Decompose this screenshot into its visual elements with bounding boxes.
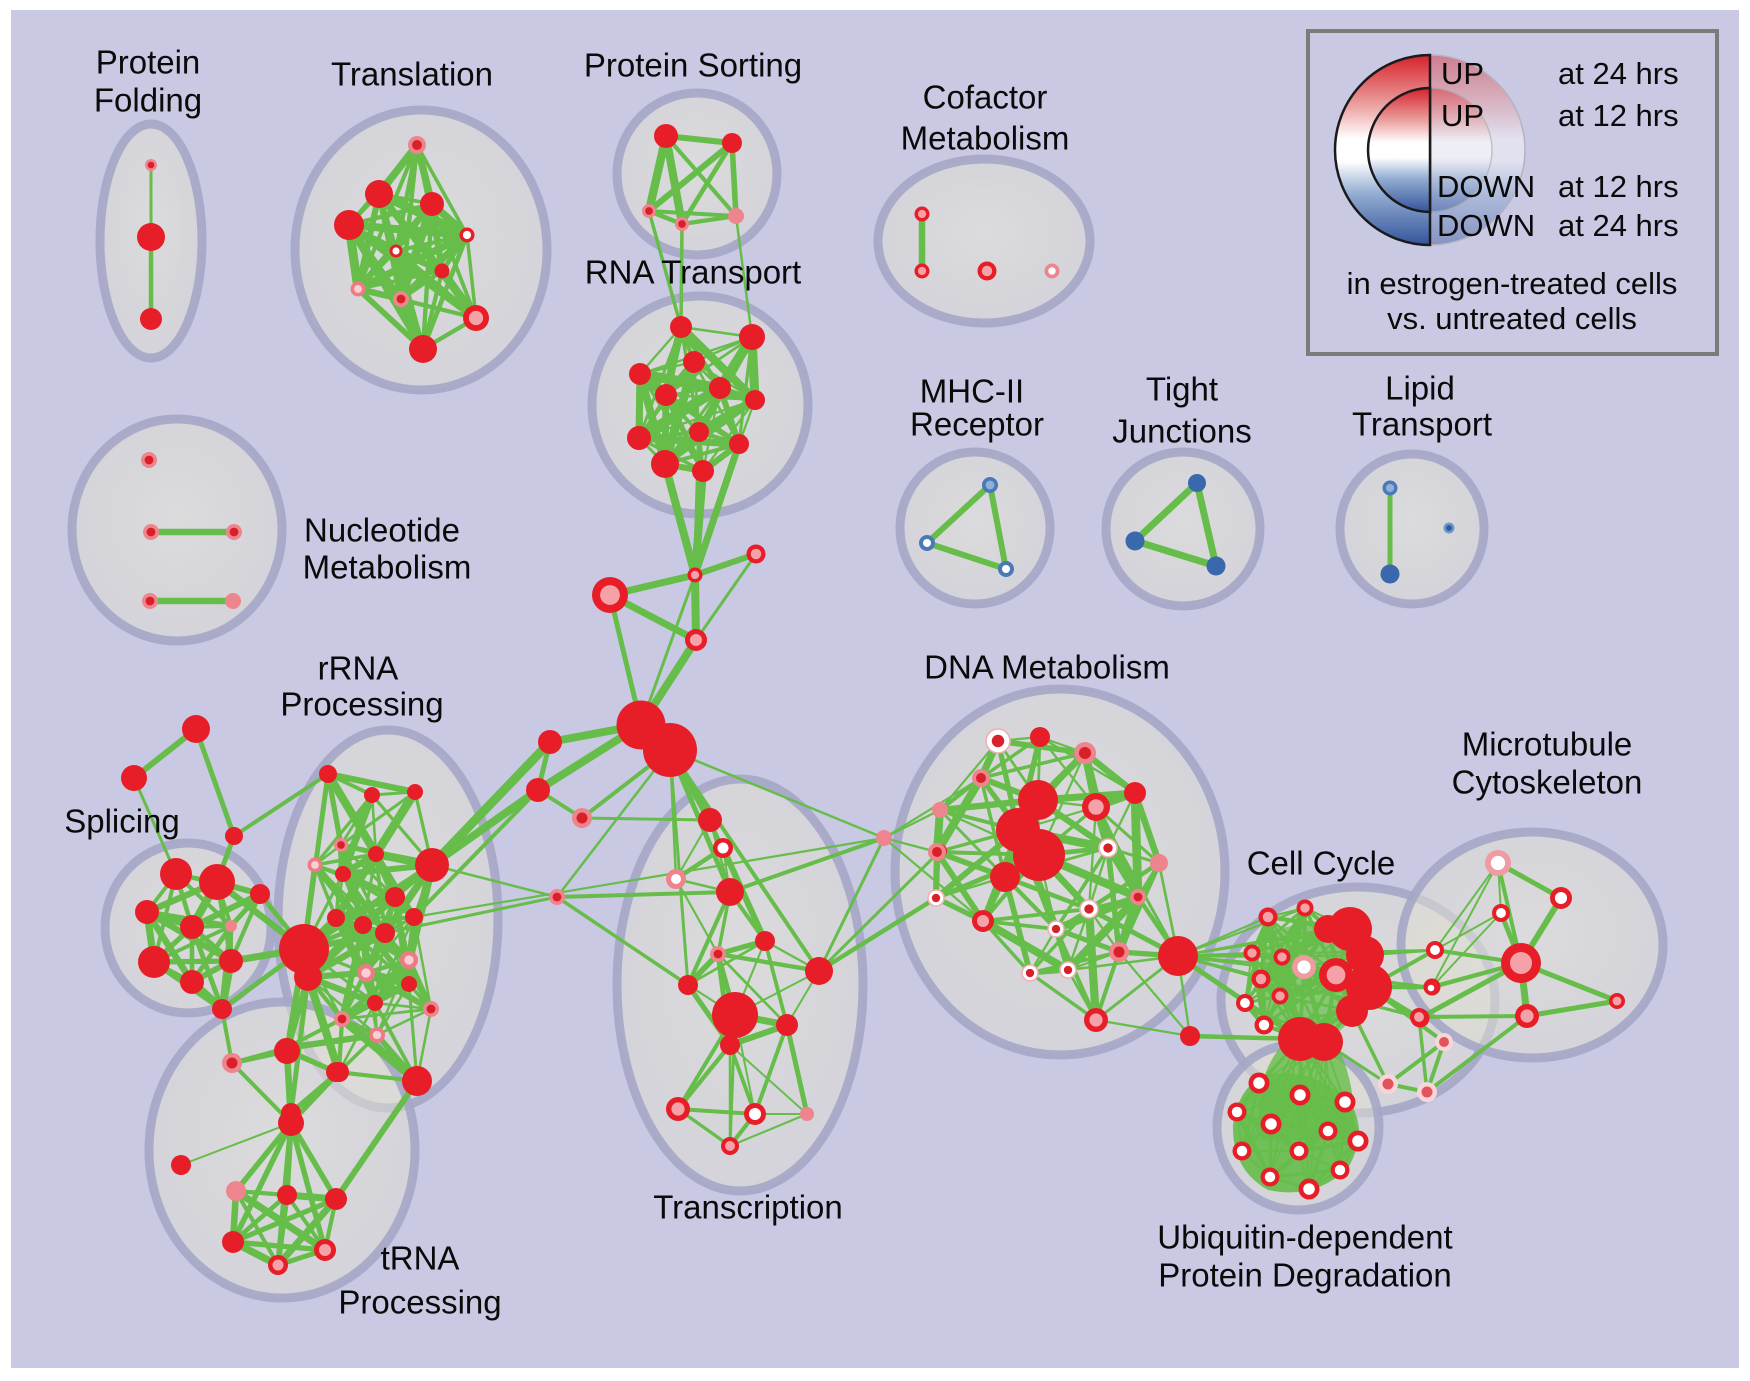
svg-text:Cell Cycle: Cell Cycle	[1247, 845, 1396, 882]
svg-text:tRNA: tRNA	[381, 1240, 460, 1277]
svg-text:Tight: Tight	[1146, 371, 1218, 408]
svg-text:Transport: Transport	[1352, 406, 1492, 443]
svg-text:DNA Metabolism: DNA Metabolism	[924, 649, 1170, 686]
svg-text:UP: UP	[1441, 98, 1484, 133]
svg-text:Microtubule: Microtubule	[1462, 726, 1633, 763]
svg-text:UP: UP	[1441, 56, 1484, 91]
svg-text:at 24 hrs: at 24 hrs	[1558, 56, 1679, 91]
svg-text:Protein Sorting: Protein Sorting	[584, 47, 802, 84]
svg-text:Protein: Protein	[96, 44, 201, 81]
svg-text:Folding: Folding	[94, 82, 202, 119]
svg-text:Ubiquitin-dependent: Ubiquitin-dependent	[1157, 1219, 1452, 1256]
svg-text:Splicing: Splicing	[64, 803, 180, 840]
svg-text:Translation: Translation	[331, 56, 493, 93]
svg-text:Processing: Processing	[338, 1284, 501, 1321]
svg-text:Cofactor: Cofactor	[923, 79, 1048, 116]
svg-text:DOWN: DOWN	[1437, 169, 1535, 204]
svg-text:at 24 hrs: at 24 hrs	[1558, 208, 1679, 243]
svg-text:Metabolism: Metabolism	[901, 120, 1070, 157]
svg-text:rRNA: rRNA	[318, 650, 399, 687]
svg-text:in estrogen-treated cells: in estrogen-treated cells	[1347, 266, 1678, 301]
svg-text:at 12 hrs: at 12 hrs	[1558, 98, 1679, 133]
svg-text:Receptor: Receptor	[910, 406, 1044, 443]
svg-text:at 12 hrs: at 12 hrs	[1558, 169, 1679, 204]
svg-text:Cytoskeleton: Cytoskeleton	[1452, 764, 1643, 801]
svg-text:Junctions: Junctions	[1112, 413, 1251, 450]
svg-text:Nucleotide: Nucleotide	[304, 512, 460, 549]
svg-text:Processing: Processing	[280, 686, 443, 723]
svg-text:Transcription: Transcription	[653, 1189, 843, 1226]
svg-text:vs. untreated cells: vs. untreated cells	[1387, 301, 1637, 336]
svg-text:Metabolism: Metabolism	[303, 549, 472, 586]
svg-text:Lipid: Lipid	[1385, 370, 1455, 407]
svg-text:Protein Degradation: Protein Degradation	[1158, 1257, 1452, 1294]
svg-text:MHC-II: MHC-II	[920, 373, 1024, 410]
svg-text:DOWN: DOWN	[1437, 208, 1535, 243]
svg-text:RNA Transport: RNA Transport	[585, 254, 801, 291]
